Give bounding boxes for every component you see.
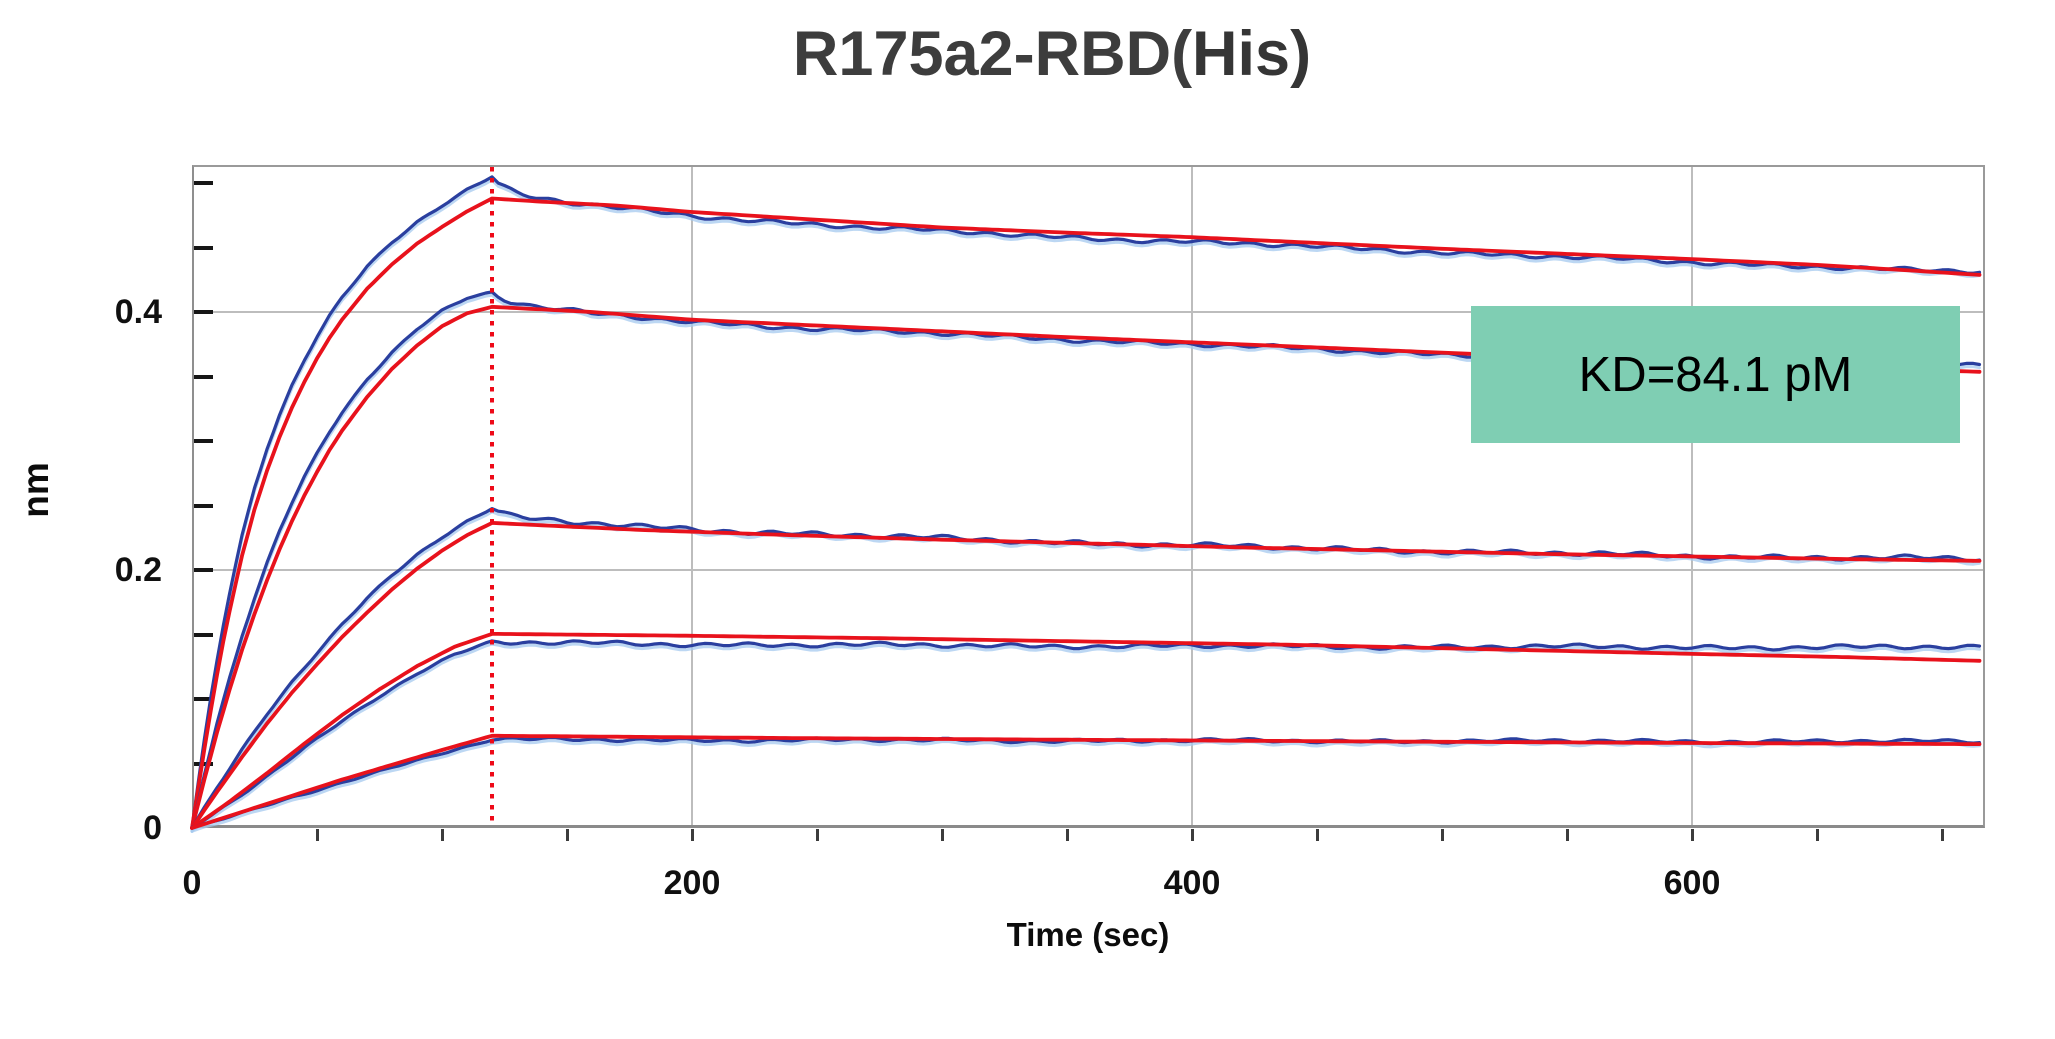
x-gridline [691, 165, 693, 828]
x-tick-mark [1190, 829, 1194, 841]
x-tick-label: 600 [1663, 864, 1721, 902]
y-tick-label: 0.4 [114, 293, 162, 331]
x-tick-label: 400 [1163, 864, 1221, 902]
x-tick-mark [1565, 829, 1569, 841]
x-tick-label: 200 [663, 864, 721, 902]
curve-1-raw [190, 175, 1982, 830]
curve-4-raw-halo [190, 642, 1981, 833]
x-tick-mark [1440, 829, 1444, 841]
y-gridline [192, 569, 1985, 571]
y-gridline [192, 311, 1985, 313]
chart-title: R175a2-RBD(His) [793, 18, 1311, 90]
x-tick-mark [1065, 829, 1069, 841]
x-tick-mark [940, 829, 944, 841]
y-tick-mark [194, 245, 213, 250]
curve-3-raw-halo [190, 510, 1981, 833]
curve-1-fit [190, 196, 1982, 830]
chart-title-main: R175a2-RBD( [792, 19, 1193, 89]
chart-title-his: His [1192, 19, 1291, 89]
y-tick-mark [194, 697, 213, 701]
curve-5-fit [190, 733, 1982, 830]
x-gridline [1691, 165, 1693, 828]
x-tick-mark [440, 829, 444, 841]
curve-1-raw-halo [190, 178, 1981, 833]
y-tick-mark [194, 632, 213, 637]
y-tick-mark [194, 374, 213, 379]
curve-3-fit [190, 521, 1982, 830]
curve-5-raw-halo [190, 739, 1981, 833]
x-tick-mark [565, 829, 569, 841]
x-tick-mark [1815, 829, 1819, 841]
kd-annotation: KD=84.1 pM [1471, 306, 1960, 443]
x-tick-mark [1690, 829, 1694, 841]
y-tick-label: 0.2 [114, 551, 162, 589]
x-tick-mark [690, 829, 694, 841]
y-tick-mark [194, 568, 213, 572]
y-tick-mark [194, 181, 213, 185]
x-tick-mark [1940, 829, 1944, 841]
x-gridline [1191, 165, 1193, 828]
y-tick-mark [194, 439, 213, 443]
x-tick-mark [1315, 829, 1319, 841]
kd-annotation-text: KD=84.1 pM [1578, 347, 1853, 402]
plot-frame [192, 165, 1985, 828]
x-tick-mark [815, 829, 819, 841]
x-tick-mark [315, 829, 319, 841]
x-axis-title: Time (sec) [1006, 916, 1170, 953]
x-tick-label: 0 [182, 864, 202, 902]
y-tick-label: 0 [143, 809, 162, 847]
chart-title-paren: ) [1290, 19, 1312, 89]
curve-4-fit [190, 632, 1982, 830]
y-tick-mark [194, 310, 213, 314]
curve-4-raw [190, 639, 1982, 829]
y-tick-mark [194, 503, 213, 508]
